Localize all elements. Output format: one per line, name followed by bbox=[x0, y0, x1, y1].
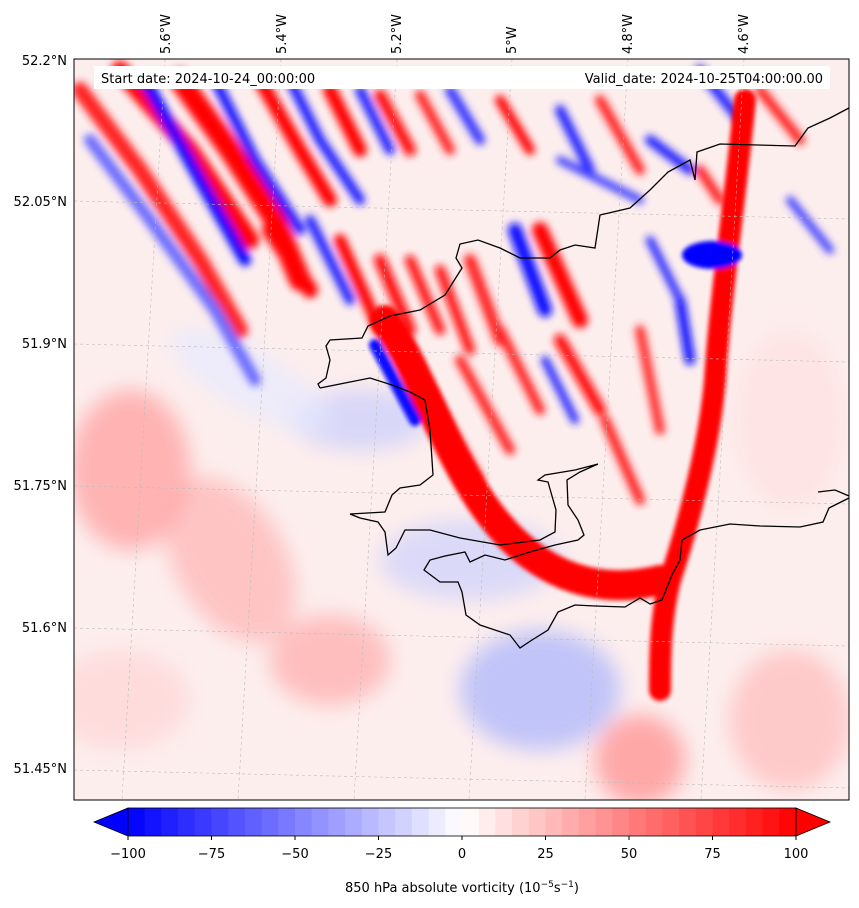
colorbar-band bbox=[161, 808, 179, 836]
colorbar-band bbox=[261, 808, 279, 836]
graticule bbox=[74, 59, 849, 800]
colorbar-band bbox=[178, 808, 196, 836]
colorbar-band bbox=[428, 808, 446, 836]
background-vorticity-field bbox=[74, 328, 849, 800]
lon-label: 4.8°W bbox=[621, 14, 636, 54]
colorbar-band bbox=[128, 808, 146, 836]
colorbar-band bbox=[612, 808, 630, 836]
lon-label: 5.2°W bbox=[390, 14, 405, 54]
lat-label: 51.9°N bbox=[22, 337, 67, 352]
colorbar-tick-label: −50 bbox=[281, 847, 308, 862]
colorbar-band bbox=[144, 808, 162, 836]
colorbar-tick-label: 0 bbox=[458, 847, 466, 862]
colorbar-band bbox=[462, 808, 480, 836]
colorbar-band bbox=[679, 808, 697, 836]
colorbar-min-extension bbox=[92, 807, 129, 837]
colorbar: −100 −75 −50 −25 0 25 50 75 100 850 hPa … bbox=[92, 807, 832, 896]
colorbar-band bbox=[745, 808, 764, 836]
latitude-labels: 52.2°N 52.05°N 51.9°N 51.75°N 51.6°N 51.… bbox=[14, 54, 67, 777]
colorbar-band bbox=[244, 808, 263, 836]
colorbar-tick-label: −25 bbox=[365, 847, 392, 862]
colorbar-bands bbox=[128, 808, 797, 836]
colorbar-band bbox=[278, 808, 296, 836]
lon-label: 5.4°W bbox=[275, 14, 290, 54]
lat-label: 51.75°N bbox=[14, 479, 67, 494]
colorbar-band bbox=[562, 808, 580, 836]
colorbar-tick-label: −100 bbox=[110, 847, 146, 862]
colorbar-tick-label: −75 bbox=[198, 847, 225, 862]
colorbar-band bbox=[528, 808, 546, 836]
colorbar-band bbox=[695, 808, 713, 836]
colorbar-band bbox=[445, 808, 463, 836]
colorbar-band bbox=[378, 808, 396, 836]
colorbar-band bbox=[662, 808, 680, 836]
colorbar-band bbox=[762, 808, 780, 836]
header-box bbox=[94, 66, 830, 89]
colorbar-band bbox=[545, 808, 563, 836]
lon-label: 5°W bbox=[505, 26, 520, 54]
vorticity-streaks bbox=[74, 61, 834, 505]
colorbar-ticks: −100 −75 −50 −25 0 25 50 75 100 bbox=[110, 836, 808, 862]
lat-label: 51.6°N bbox=[22, 621, 67, 636]
colorbar-band bbox=[578, 808, 597, 836]
colorbar-tick-label: 100 bbox=[784, 847, 809, 862]
lat-label: 52.2°N bbox=[22, 54, 67, 69]
start-date-label: Start date: 2024-10-24_00:00:00 bbox=[101, 72, 315, 87]
colorbar-band bbox=[311, 808, 329, 836]
colorbar-band bbox=[478, 808, 496, 836]
colorbar-band bbox=[729, 808, 747, 836]
colorbar-band bbox=[645, 808, 663, 836]
colorbar-band bbox=[345, 808, 363, 836]
colorbar-band bbox=[512, 808, 530, 836]
valid-date-label: Valid_date: 2024-10-25T04:00:00.00 bbox=[585, 72, 823, 87]
colorbar-label: 850 hPa absolute vorticity (10−5s−1) bbox=[345, 880, 579, 896]
colorbar-band bbox=[361, 808, 379, 836]
colorbar-band bbox=[411, 808, 430, 836]
colorbar-tick-label: 25 bbox=[537, 847, 554, 862]
map-frame bbox=[73, 58, 850, 801]
colorbar-band bbox=[595, 808, 613, 836]
lat-label: 51.45°N bbox=[14, 762, 67, 777]
colorbar-band bbox=[328, 808, 346, 836]
colorbar-band bbox=[712, 808, 730, 836]
lon-label: 4.6°W bbox=[737, 14, 752, 54]
colorbar-band bbox=[629, 808, 647, 836]
colorbar-max-extension bbox=[795, 807, 832, 837]
main-vorticity-band bbox=[369, 89, 756, 701]
colorbar-tick-label: 50 bbox=[621, 847, 638, 862]
colorbar-tick-label: 75 bbox=[704, 847, 721, 862]
colorbar-band bbox=[211, 808, 229, 836]
map-panel: Start date: 2024-10-24_00:00:00 Valid_da… bbox=[74, 59, 849, 800]
longitude-labels: 5.6°W 5.4°W 5.2°W 5°W 4.8°W 4.6°W bbox=[159, 14, 752, 54]
coastline bbox=[317, 107, 849, 649]
lat-label: 52.05°N bbox=[14, 195, 67, 210]
lon-label: 5.6°W bbox=[159, 14, 174, 54]
colorbar-band bbox=[295, 808, 313, 836]
colorbar-band bbox=[395, 808, 413, 836]
colorbar-band bbox=[228, 808, 246, 836]
colorbar-band bbox=[194, 808, 212, 836]
colorbar-band bbox=[779, 808, 797, 836]
colorbar-band bbox=[495, 808, 513, 836]
